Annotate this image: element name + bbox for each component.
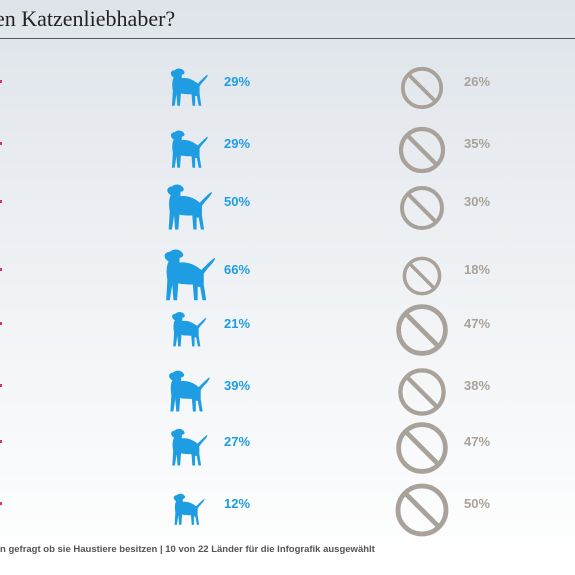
prohibited-icon xyxy=(400,66,444,110)
dog-icon xyxy=(171,428,208,466)
no-pet-percent-label: 26% xyxy=(464,74,490,89)
dog-percent-label: 50% xyxy=(224,194,250,209)
row-accent-mark xyxy=(0,322,2,325)
row-accent-mark xyxy=(0,440,2,443)
no-pet-percent-label: 47% xyxy=(464,434,490,449)
dog-icon xyxy=(169,370,210,412)
dog-percent-label: 21% xyxy=(224,316,250,331)
prohibited-icon xyxy=(398,126,446,174)
dog-icon xyxy=(172,312,207,347)
chart-title: en Katzenliebhaber? xyxy=(0,6,176,31)
dog-icon xyxy=(170,68,208,106)
dog-percent-label: 27% xyxy=(224,434,250,449)
no-pet-percent-label: 38% xyxy=(464,378,490,393)
no-pet-percent-label: 47% xyxy=(464,316,490,331)
prohibited-icon xyxy=(398,368,446,416)
dog-percent-label: 66% xyxy=(224,262,250,277)
row-accent-mark xyxy=(0,384,2,387)
row-accent-mark xyxy=(0,142,2,145)
no-pet-percent-label: 18% xyxy=(464,262,490,277)
prohibited-icon xyxy=(400,186,444,230)
row-accent-mark xyxy=(0,80,2,83)
dog-icon xyxy=(170,130,208,168)
dog-icon xyxy=(164,249,215,301)
prohibited-icon xyxy=(395,483,449,537)
prohibited-icon xyxy=(396,304,448,356)
row-accent-mark xyxy=(0,268,2,271)
dog-percent-label: 29% xyxy=(224,136,250,151)
no-pet-percent-label: 30% xyxy=(464,194,490,209)
dog-icon xyxy=(173,493,205,525)
dog-percent-label: 39% xyxy=(224,378,250,393)
title-divider xyxy=(0,38,575,39)
dog-icon xyxy=(167,184,212,230)
prohibited-icon xyxy=(396,422,448,474)
row-accent-mark xyxy=(0,502,2,505)
row-accent-mark xyxy=(0,200,2,203)
no-pet-percent-label: 50% xyxy=(464,496,490,511)
prohibited-icon xyxy=(402,256,442,296)
no-pet-percent-label: 35% xyxy=(464,136,490,151)
dog-percent-label: 12% xyxy=(224,496,250,511)
footnote: n gefragt ob sie Haustiere besitzen | 10… xyxy=(0,544,375,555)
dog-percent-label: 29% xyxy=(224,74,250,89)
